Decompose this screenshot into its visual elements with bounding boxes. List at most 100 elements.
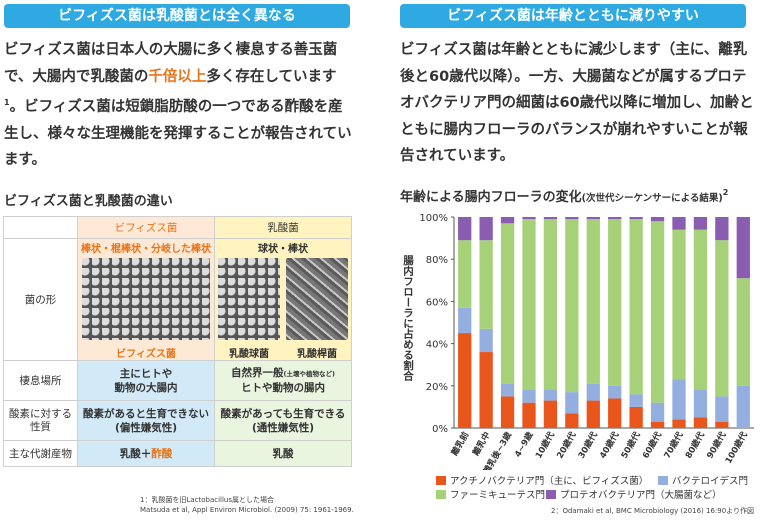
left-paragraph-part3: 。ビフィズス菌は短鎖脂肪酸の一つである酢酸を産生し、様々な生理機能を発揮すること… <box>4 99 352 168</box>
bar-segment-1 <box>650 402 665 422</box>
bar-segment-1 <box>500 383 515 397</box>
bar-segment-2 <box>672 229 686 380</box>
bar-segment-2 <box>543 219 558 391</box>
bar-segment-2 <box>565 219 579 393</box>
cell-bif-habitat: 主にヒトや 動物の大腸内 <box>77 360 215 401</box>
y-tick-label: 20% <box>426 382 448 393</box>
legend-item-proteo: プロテオバクテリア門（大腸菌など） <box>546 487 722 501</box>
bar-segment-1 <box>522 390 536 403</box>
y-tick-label: 40% <box>426 340 448 351</box>
bar-segment-2 <box>479 240 493 329</box>
comparison-table: ビフィズス菌 乳酸菌 菌の形 棒状・棍棒状・分岐した棒状 ビフィズス菌 球状・棒… <box>3 216 352 467</box>
left-paragraph: ビフィズス菌は日本人の大腸に多く棲息する善玉菌で、大腸内で乳酸菌の千倍以上多く存… <box>4 37 354 174</box>
legend-label-bactero: バクテロイデス門 <box>672 476 749 487</box>
bar-segment-3 <box>693 217 708 230</box>
lac-habitat-gut: ヒトや動物の腸内 <box>241 382 325 394</box>
legend-item-actino: アクチノバクテリア門（主に、ビフィズス菌） <box>436 473 658 487</box>
footnote-ref-2: 2 <box>722 188 729 197</box>
legend-item-bactero: バクテロイデス門 <box>658 473 748 487</box>
bar-segment-0 <box>522 402 536 428</box>
bifidobacteria-micrograph <box>82 257 210 340</box>
legend-swatch-actino <box>436 475 446 485</box>
x-tick-label: 10歳代 <box>533 430 557 461</box>
y-tick-label: 80% <box>426 255 448 266</box>
cell-lac-habitat: 自然界一般(土壌や植物など) ヒトや動物の腸内 <box>214 360 352 401</box>
bar-segment-2 <box>693 229 708 391</box>
bar-segment-3 <box>608 217 622 220</box>
right-paragraph: ビフィズス菌は年齢とともに減少します（主に、離乳後と60歳代以降）。一方、大腸菌… <box>400 42 754 164</box>
bar-segment-3 <box>479 217 493 241</box>
legend-swatch-proteo <box>546 489 556 499</box>
left-panel: ビフィズス菌は乳酸菌とは全く異なる ビフィズス菌は日本人の大腸に多く棲息する善玉… <box>0 0 370 521</box>
bar-segment-2 <box>522 219 536 391</box>
bif-metab-acetic: 酢酸 <box>151 448 173 460</box>
chart-title-main: 年齢による腸内フローラの変化 <box>400 190 582 205</box>
bar-segment-3 <box>736 217 750 279</box>
left-paragraph-part2: 多く存在しています <box>206 68 337 85</box>
bar-segment-0 <box>586 400 600 428</box>
legend-label-firmi: ファーミキューテス門 <box>450 490 546 501</box>
x-tick-label: 離乳前 <box>449 430 472 458</box>
bar-segment-1 <box>715 396 729 422</box>
bar-segment-3 <box>715 217 729 241</box>
left-footnote-2: Matsuda et al, Appl Environ Microbiol. (… <box>140 506 354 514</box>
bar-segment-2 <box>650 221 665 403</box>
x-tick-label: 80歳代 <box>683 430 707 461</box>
x-tick-label: 70歳代 <box>662 430 686 461</box>
y-tick-label: 0% <box>432 424 448 435</box>
lac-caption-cocci: 乳酸球菌 <box>229 348 269 360</box>
bar-segment-1 <box>672 379 686 420</box>
chart-title-small: (次世代シーケンサーによる結果) <box>581 193 723 204</box>
right-panel: ビフィズス菌は年齢とともに減りやすい ビフィズス菌は年齢とともに減少します（主に… <box>386 0 763 521</box>
cell-bif-shape: 棒状・棍棒状・分岐した棒状 ビフィズス菌 <box>77 238 215 361</box>
bar-segment-1 <box>629 394 643 407</box>
right-footnote: 2：Odamaki et al, BMC Microbiology (2016)… <box>551 507 755 515</box>
x-tick-label: 20歳代 <box>555 430 579 461</box>
bar-segment-1 <box>565 392 579 414</box>
bar-segment-1 <box>479 328 493 353</box>
bif-caption: ビフィズス菌 <box>116 348 176 360</box>
lactobacillus-micrograph <box>286 257 349 340</box>
bar-segment-2 <box>715 240 729 397</box>
y-axis-label: 腸内フローラに占める割合 <box>402 255 414 382</box>
bar-segment-0 <box>629 406 643 428</box>
x-tick-label: 離乳中 <box>470 430 492 458</box>
lac-habitat-small: (土壌や植物など) <box>283 370 335 378</box>
cell-bif-oxygen: 酸素があると生育できない (偏性嫌気性) <box>77 400 215 441</box>
x-tick-label: 30歳代 <box>576 430 600 461</box>
bar-segment-0 <box>715 421 729 428</box>
lactococcus-micrograph <box>217 257 280 340</box>
lac-shape-text: 球状・棒状 <box>258 243 308 255</box>
bar-segment-2 <box>629 219 643 395</box>
x-tick-label: 4~9歳 <box>512 430 536 460</box>
lac-habitat-main: 自然界一般 <box>231 367 284 379</box>
table-title: ビフィズス菌と乳酸菌の違い <box>4 194 173 209</box>
left-paragraph-part1: ビフィズス菌は日本人の大腸に多く棲息する善玉菌で、大腸内で乳酸菌の <box>4 42 338 85</box>
bar-segment-0 <box>479 352 493 428</box>
bar-segment-3 <box>458 217 472 241</box>
legend-label-proteo: プロテオバクテリア門（大腸菌など） <box>560 490 722 501</box>
table-corner <box>3 216 78 239</box>
bar-segment-3 <box>565 217 579 220</box>
chart-title: 年齢による腸内フローラの変化(次世代シーケンサーによる結果)2 <box>400 186 728 205</box>
footnote-ref-1: 1 <box>4 98 10 107</box>
legend-item-firmi: ファーミキューテス門 <box>436 487 546 501</box>
bar-segment-0 <box>608 398 622 428</box>
left-banner: ビフィズス菌は乳酸菌とは全く異なる <box>4 4 350 28</box>
y-tick-label: 100% <box>419 213 448 224</box>
bar-segment-0 <box>565 413 579 428</box>
bar-segment-2 <box>500 223 515 384</box>
legend-swatch-firmi <box>436 489 446 499</box>
bar-segment-2 <box>608 219 622 386</box>
row-label-metabolite: 主な代謝産物 <box>3 440 78 467</box>
x-tick-label: 60歳代 <box>640 430 664 461</box>
bar-segment-0 <box>500 396 515 428</box>
bar-segment-0 <box>543 400 558 428</box>
bar-segment-3 <box>522 217 536 220</box>
cell-lac-metabolite: 乳酸 <box>214 440 352 467</box>
bar-segment-0 <box>650 421 665 428</box>
cell-lac-oxygen: 酸素があっても生育できる (通性嫌気性) <box>214 400 352 441</box>
bar-segment-1 <box>736 385 750 428</box>
bar-segment-1 <box>458 307 472 334</box>
